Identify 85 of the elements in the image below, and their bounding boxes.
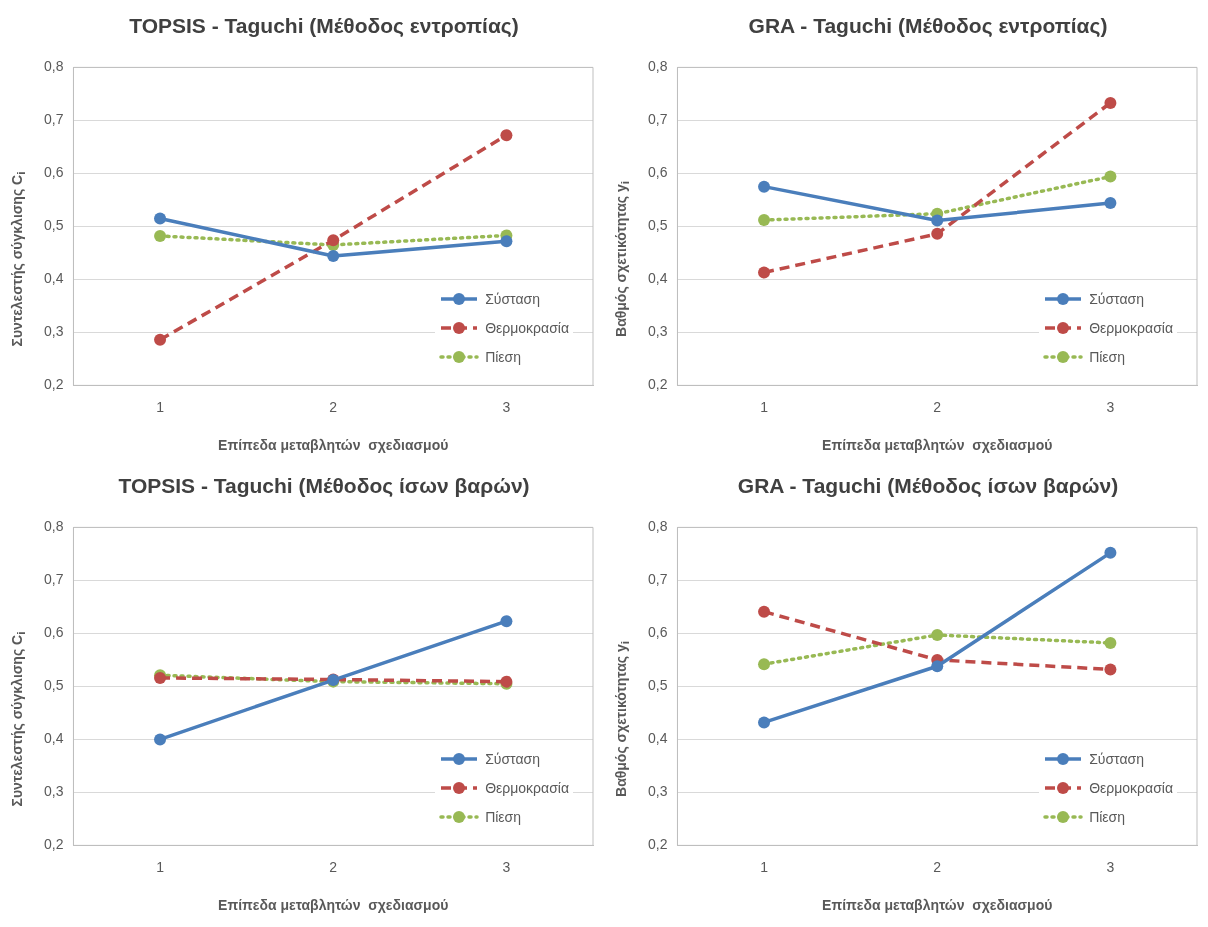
y-tick-label: 0,6	[647, 164, 668, 181]
point	[154, 212, 167, 225]
y-tick-label: 0,8	[647, 58, 668, 75]
x-tick-label: 3	[1106, 398, 1115, 415]
x-tick-label: 2	[329, 398, 338, 415]
y-tick-label: 0,3	[43, 323, 64, 340]
y-tick-label: 0,5	[43, 677, 64, 694]
y-tick-label: 0,6	[43, 164, 64, 181]
legend-label: Σύσταση	[485, 750, 540, 767]
y-tick-label: 0,2	[43, 836, 64, 853]
x-tick-label: 3	[1106, 858, 1115, 875]
point	[500, 129, 513, 142]
legend-label: Θερμοκρασία	[1089, 319, 1173, 336]
point	[931, 227, 944, 240]
legend-label: Πίεση	[485, 348, 522, 365]
x-tick-label: 3	[502, 398, 511, 415]
x-tick-label: 1	[760, 398, 769, 415]
y-tick-label: 0,2	[43, 376, 64, 393]
legend-label: Σύσταση	[1089, 750, 1144, 767]
y-tick-label: 0,4	[647, 270, 668, 287]
legend-label: Θερμοκρασία	[485, 779, 569, 796]
legend-label: Θερμοκρασία	[1089, 779, 1173, 796]
point	[154, 733, 167, 746]
y-tick-label: 0,7	[647, 571, 668, 588]
chart-title: GRA - Taguchi (Μέθοδος ίσων βαρών)	[736, 474, 1120, 498]
y-tick-label: 0,5	[43, 217, 64, 234]
y-tick-label: 0,3	[43, 783, 64, 800]
y-tick-label: 0,5	[647, 677, 668, 694]
legend-label: Πίεση	[485, 808, 522, 825]
y-tick-label: 0,8	[43, 58, 64, 75]
y-tick-label: 0,2	[647, 836, 668, 853]
point	[1104, 546, 1117, 559]
x-tick-label: 3	[502, 858, 511, 875]
chart-title: TOPSIS - Taguchi (Μέθοδος ίσων βαρών)	[117, 474, 531, 498]
y-tick-label: 0,7	[43, 111, 64, 128]
y-tick-label: 0,4	[43, 730, 64, 747]
legend-label: Πίεση	[1089, 348, 1126, 365]
x-axis-title: Επίπεδα μεταβλητών σχεδιασμού	[218, 897, 449, 914]
legend-label: Σύσταση	[1089, 290, 1144, 307]
point	[758, 180, 771, 193]
point	[1104, 96, 1117, 109]
point	[931, 628, 944, 641]
point	[758, 658, 771, 671]
point	[758, 716, 771, 729]
point	[758, 605, 771, 618]
y-tick-label: 0,6	[647, 624, 668, 641]
y-tick-label: 0,8	[647, 518, 668, 535]
point	[1104, 170, 1117, 183]
chart-title: TOPSIS - Taguchi (Μέθοδος εντροπίας)	[128, 14, 520, 38]
y-tick-label: 0,7	[43, 571, 64, 588]
y-tick-label: 0,3	[647, 783, 668, 800]
x-tick-label: 2	[933, 398, 942, 415]
y-tick-label: 0,6	[43, 624, 64, 641]
x-tick-label: 1	[156, 858, 165, 875]
y-tick-label: 0,3	[647, 323, 668, 340]
point	[154, 333, 167, 346]
x-axis-title: Επίπεδα μεταβλητών σχεδιασμού	[218, 437, 449, 454]
x-tick-label: 2	[329, 858, 338, 875]
y-tick-label: 0,2	[647, 376, 668, 393]
x-tick-label: 1	[156, 398, 165, 415]
point	[500, 615, 513, 628]
point	[758, 214, 771, 227]
point	[327, 250, 340, 263]
point	[1104, 663, 1117, 676]
y-tick-label: 0,8	[43, 518, 64, 535]
y-tick-label: 0,7	[647, 111, 668, 128]
x-axis-title: Επίπεδα μεταβλητών σχεδιασμού	[822, 437, 1053, 454]
point	[327, 234, 340, 247]
legend-label: Σύσταση	[485, 290, 540, 307]
x-tick-label: 2	[933, 858, 942, 875]
point	[931, 660, 944, 673]
point	[500, 235, 513, 248]
y-tick-label: 0,4	[647, 730, 668, 747]
legend-label: Θερμοκρασία	[485, 319, 569, 336]
chart-title: GRA - Taguchi (Μέθοδος εντροπίας)	[747, 14, 1109, 38]
point	[154, 229, 167, 242]
point	[931, 214, 944, 227]
legend-label: Πίεση	[1089, 808, 1126, 825]
y-tick-label: 0,5	[647, 217, 668, 234]
point	[1104, 636, 1117, 649]
point	[758, 266, 771, 279]
x-axis-title: Επίπεδα μεταβλητών σχεδιασμού	[822, 897, 1053, 914]
y-tick-label: 0,4	[43, 270, 64, 287]
point	[1104, 197, 1117, 210]
x-tick-label: 1	[760, 858, 769, 875]
